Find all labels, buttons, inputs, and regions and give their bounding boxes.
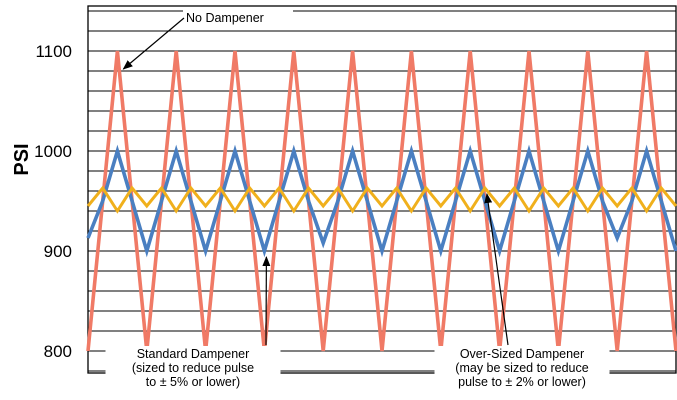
y-axis-label: PSI xyxy=(11,143,33,175)
annotations: No Dampener Standard Dampener(sized to re… xyxy=(105,10,610,392)
annotation-oversized-dampener-line: Over-Sized Dampener xyxy=(460,347,584,361)
y-tick-label: 800 xyxy=(44,342,72,361)
y-tick-label: 1000 xyxy=(34,142,72,161)
annotation-oversized-dampener-line: pulse to ± 2% or lower) xyxy=(458,375,586,389)
annotation-standard-dampener-line: (sized to reduce pulse xyxy=(132,361,254,375)
annotation-no-dampener-bg xyxy=(183,10,293,28)
y-axis-ticks: 800 900 1000 1100 xyxy=(34,42,72,361)
annotation-standard-dampener-bg xyxy=(105,346,281,392)
annotation-arrow-no-dampener xyxy=(122,17,185,70)
plot-frame xyxy=(87,5,677,374)
annotation-no-dampener-line: No Dampener xyxy=(186,11,264,25)
series-line-no_dampener xyxy=(86,50,677,352)
annotation-standard-dampener-line: to ± 5% or lower) xyxy=(146,375,240,389)
series-line-oversized xyxy=(86,185,677,214)
annotation-oversized-dampener-bg xyxy=(434,346,610,392)
y-tick-label: 900 xyxy=(44,242,72,261)
y-tick-label: 1100 xyxy=(35,42,72,61)
annotation-oversized-dampener-line: (may be sized to reduce xyxy=(455,361,588,375)
annotation-standard-dampener-line: Standard Dampener xyxy=(137,347,250,361)
series-lines xyxy=(86,50,677,352)
series-line-standard xyxy=(86,144,677,258)
annotation-arrow-oversized xyxy=(484,193,509,346)
